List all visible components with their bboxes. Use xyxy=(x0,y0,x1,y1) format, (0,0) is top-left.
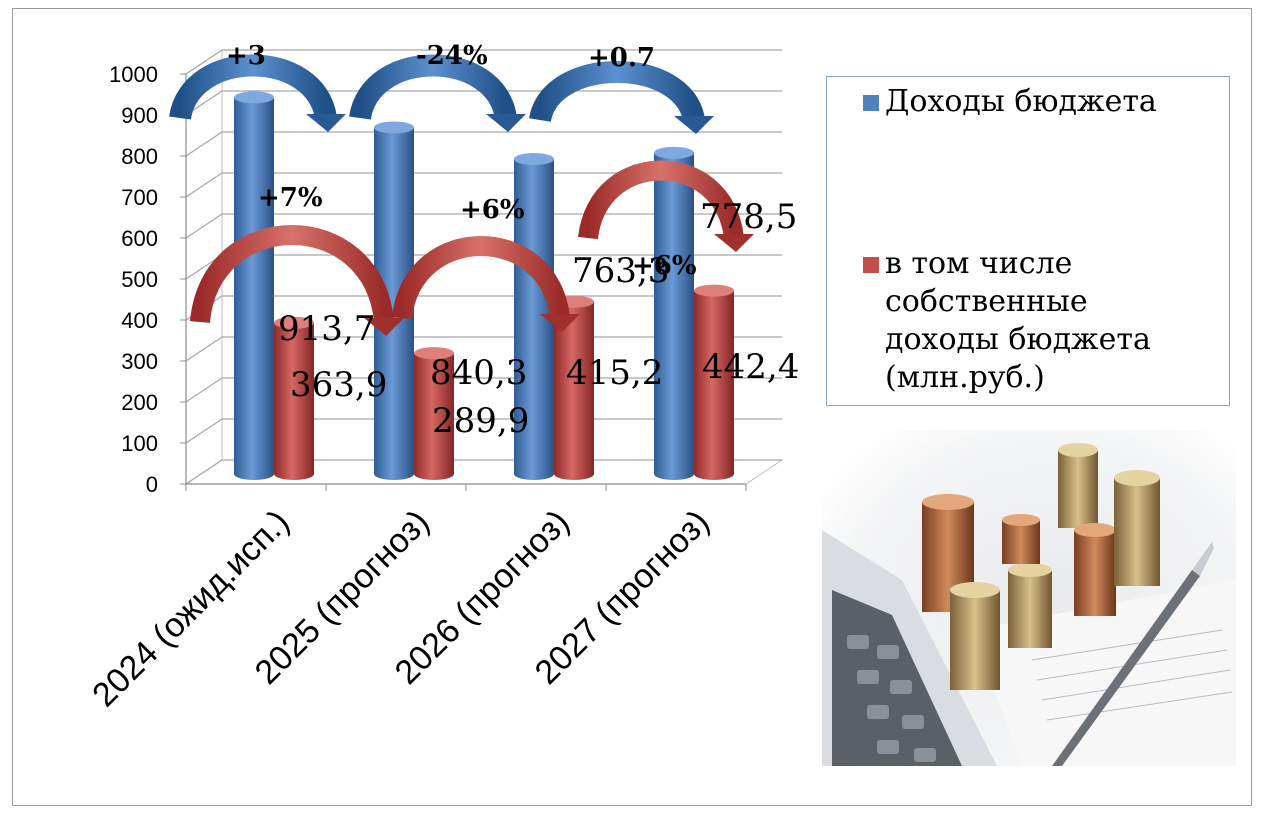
grid-line xyxy=(185,49,782,75)
y-tick-label: 800 xyxy=(121,144,158,169)
legend-item-income: Доходы бюджета xyxy=(863,83,1157,121)
bar-cap xyxy=(274,316,314,329)
grid-line xyxy=(185,377,782,403)
y-tick-label: 300 xyxy=(121,349,158,374)
y-tick-label: 600 xyxy=(121,226,158,251)
legend-line: собственные xyxy=(885,284,1088,319)
y-tick-label: 100 xyxy=(121,431,158,456)
data-label: 415,2 xyxy=(566,353,663,393)
legend-item-own-income: в том числе собственные доходы бюджета (… xyxy=(863,245,1151,397)
arrow-own-income xyxy=(190,225,394,324)
data-label: 289,9 xyxy=(432,401,529,441)
bar-base xyxy=(694,468,734,480)
data-label: 763,3 xyxy=(572,251,669,291)
bar-cap xyxy=(514,153,554,166)
bar-base xyxy=(234,468,274,480)
arrow-income xyxy=(349,54,517,121)
bar-base xyxy=(274,468,314,480)
income-change-label: +3 xyxy=(226,41,266,71)
arrow-income xyxy=(169,54,337,121)
income-change-label: -24% xyxy=(416,41,488,71)
bar-cap xyxy=(414,347,454,360)
y-tick-label: 1000 xyxy=(109,62,158,87)
grid-line xyxy=(185,131,782,157)
bars xyxy=(234,91,734,480)
change-arrows xyxy=(169,54,754,336)
data-label: 913,7 xyxy=(278,309,375,349)
y-tick-label: 0 xyxy=(146,472,158,497)
coins-calculator-photo xyxy=(822,430,1236,766)
legend-line: в том числе xyxy=(885,246,1073,281)
grid-line xyxy=(185,418,782,444)
y-tick-label: 500 xyxy=(121,267,158,292)
bar-base xyxy=(414,468,454,480)
bar-base xyxy=(514,468,554,480)
y-tick-label: 700 xyxy=(121,185,158,210)
bar-cap xyxy=(374,121,414,134)
legend-swatch-own-income xyxy=(863,257,879,273)
arrow-income xyxy=(529,61,705,123)
bar xyxy=(414,353,454,474)
data-label: 363,9 xyxy=(290,365,387,405)
slide-frame xyxy=(12,8,1252,806)
arrow-own-income xyxy=(578,160,744,240)
bar xyxy=(694,290,734,474)
arrowhead-own-income xyxy=(714,234,754,252)
arrowhead-income xyxy=(306,114,346,132)
arrowhead-own-income xyxy=(364,318,404,336)
arrowhead-own-income xyxy=(540,314,580,332)
grid-line xyxy=(185,336,782,362)
y-tick-label: 400 xyxy=(121,308,158,333)
grid-line xyxy=(185,172,782,198)
own-income-change-label: +6% xyxy=(460,195,525,225)
arrowhead-income xyxy=(674,116,714,134)
legend-label-income: Доходы бюджета xyxy=(885,84,1157,119)
legend: Доходы бюджета в том числе собственные д… xyxy=(826,76,1230,406)
grid-line xyxy=(185,459,782,485)
arrow-own-income xyxy=(392,236,570,320)
bar xyxy=(234,97,274,475)
axes xyxy=(180,73,747,491)
legend-swatch-income xyxy=(863,95,879,111)
own-income-change-label: +6% xyxy=(632,251,697,281)
grid-line xyxy=(185,90,782,116)
y-tick-label: 200 xyxy=(121,390,158,415)
bar-base xyxy=(554,468,594,480)
income-change-label: +0.7 xyxy=(588,43,655,73)
bar-cap xyxy=(694,284,734,297)
legend-label-own-income: в том числе собственные доходы бюджета (… xyxy=(885,245,1151,397)
bar xyxy=(274,322,314,474)
data-label: 778,5 xyxy=(700,197,797,237)
bar-base xyxy=(374,468,414,480)
legend-line: доходы бюджета xyxy=(885,322,1151,357)
bar-base xyxy=(654,468,694,480)
bar-cap xyxy=(654,146,694,159)
arrowhead-income xyxy=(486,114,526,132)
y-tick-label: 900 xyxy=(121,103,158,128)
bar-cap xyxy=(234,91,274,104)
data-label: 442,4 xyxy=(702,347,799,387)
data-label: 840,3 xyxy=(430,353,527,393)
own-income-change-label: +7% xyxy=(258,183,323,213)
legend-line: (млн.руб.) xyxy=(885,360,1045,395)
bar xyxy=(654,152,694,474)
